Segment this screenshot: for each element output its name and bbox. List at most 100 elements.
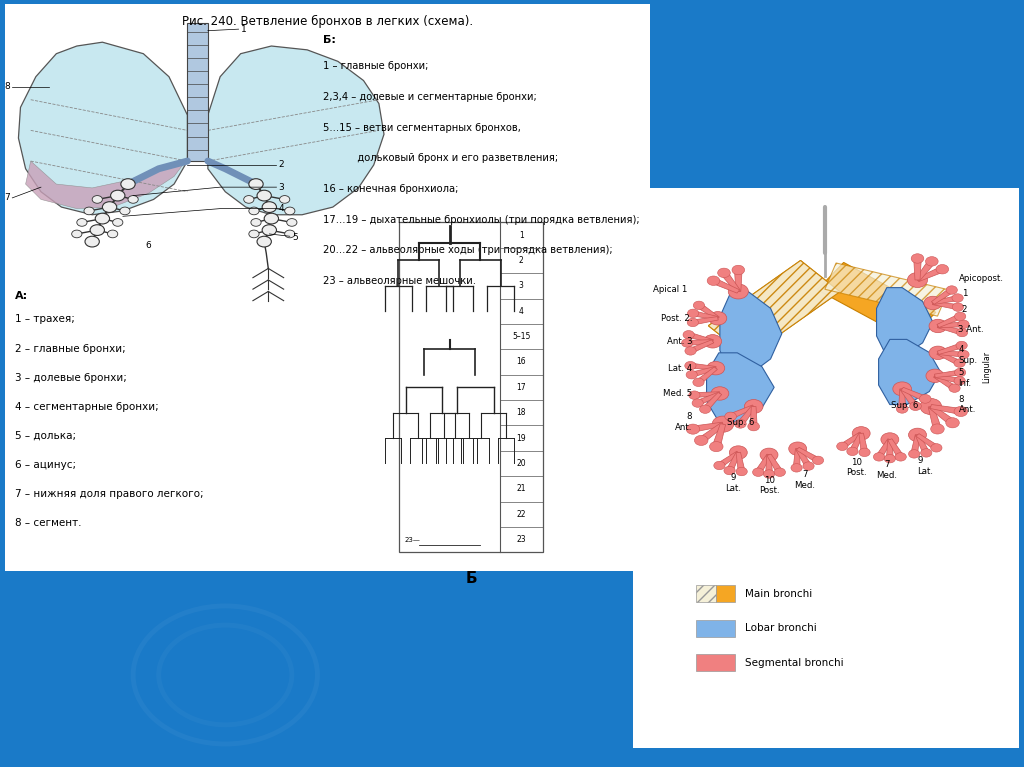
Circle shape: [788, 442, 807, 456]
Circle shape: [931, 424, 944, 434]
Polygon shape: [915, 260, 935, 281]
Text: Б:: Б:: [323, 35, 336, 44]
Text: Post. 2.: Post. 2.: [660, 314, 692, 323]
Text: Ant. 3: Ant. 3: [667, 337, 692, 346]
Polygon shape: [713, 423, 726, 447]
Circle shape: [682, 339, 693, 347]
Polygon shape: [696, 367, 718, 384]
Circle shape: [946, 418, 959, 428]
Polygon shape: [694, 392, 720, 397]
Text: 4: 4: [519, 307, 523, 316]
Text: 5
Inf.: 5 Inf.: [958, 368, 972, 388]
Polygon shape: [888, 439, 904, 458]
Circle shape: [72, 230, 82, 238]
Text: 7: 7: [4, 193, 10, 202]
Text: 19: 19: [516, 433, 526, 443]
Circle shape: [736, 467, 748, 476]
Text: 2: 2: [279, 160, 284, 170]
Text: Sup. 6: Sup. 6: [727, 418, 754, 427]
Text: 5...15 – ветви сегментарных бронхов,: 5...15 – ветви сегментарных бронхов,: [323, 123, 520, 133]
Text: Lat. 4: Lat. 4: [668, 364, 692, 373]
Circle shape: [710, 442, 723, 452]
Circle shape: [90, 225, 104, 235]
Circle shape: [729, 446, 748, 459]
Circle shape: [287, 219, 297, 226]
Text: 8
Ant.: 8 Ant.: [958, 394, 976, 414]
Circle shape: [952, 294, 964, 302]
Text: 20...22 – альвеолярные ходы (три порядка ветвления);: 20...22 – альвеолярные ходы (три порядка…: [323, 245, 612, 255]
Polygon shape: [696, 304, 719, 320]
Polygon shape: [729, 405, 755, 419]
Text: 16: 16: [516, 357, 526, 367]
Text: Sup. 6: Sup. 6: [891, 401, 918, 410]
Polygon shape: [899, 389, 905, 409]
Circle shape: [725, 412, 736, 421]
Polygon shape: [767, 454, 783, 473]
Circle shape: [687, 318, 698, 327]
Circle shape: [852, 426, 870, 440]
Bar: [696, 620, 735, 637]
Circle shape: [893, 382, 911, 396]
Circle shape: [257, 190, 271, 201]
Circle shape: [908, 449, 920, 458]
Polygon shape: [935, 370, 961, 377]
Text: 8 – сегмент.: 8 – сегмент.: [15, 518, 82, 528]
Circle shape: [760, 448, 778, 462]
Circle shape: [285, 207, 295, 215]
Circle shape: [249, 179, 263, 189]
Circle shape: [929, 346, 947, 360]
Circle shape: [709, 311, 727, 325]
Circle shape: [128, 196, 138, 203]
Circle shape: [837, 442, 848, 450]
Circle shape: [774, 468, 785, 476]
Circle shape: [847, 447, 858, 456]
Text: 10
Post.: 10 Post.: [846, 458, 866, 477]
Polygon shape: [938, 322, 964, 328]
Polygon shape: [726, 452, 740, 472]
Circle shape: [711, 387, 729, 400]
Polygon shape: [915, 434, 930, 454]
Polygon shape: [937, 343, 963, 354]
Polygon shape: [817, 262, 936, 340]
Circle shape: [931, 443, 942, 452]
Text: 5: 5: [292, 233, 298, 242]
Circle shape: [803, 462, 814, 470]
Circle shape: [686, 424, 699, 434]
Polygon shape: [916, 433, 939, 449]
Circle shape: [957, 320, 969, 328]
Circle shape: [685, 361, 696, 370]
Circle shape: [713, 416, 733, 433]
Text: Б: Б: [465, 571, 477, 587]
Polygon shape: [755, 454, 771, 473]
Polygon shape: [859, 433, 868, 453]
Circle shape: [113, 219, 123, 226]
Text: 1 – главные бронхи;: 1 – главные бронхи;: [323, 61, 428, 71]
Text: 17: 17: [516, 383, 526, 392]
Polygon shape: [934, 374, 956, 390]
Text: 10
Post.: 10 Post.: [759, 476, 779, 495]
Bar: [187, 23, 208, 161]
Circle shape: [85, 236, 99, 247]
Circle shape: [111, 190, 125, 201]
Text: Рис. 240. Ветвление бронхов в легких (схема).: Рис. 240. Ветвление бронхов в легких (сх…: [182, 15, 473, 28]
Text: 1 – трахея;: 1 – трахея;: [15, 314, 75, 324]
Text: А:: А:: [15, 291, 29, 301]
Circle shape: [257, 236, 271, 247]
Polygon shape: [937, 324, 964, 335]
Circle shape: [683, 331, 694, 339]
Polygon shape: [794, 449, 800, 468]
Circle shape: [685, 347, 696, 355]
Circle shape: [84, 207, 94, 215]
Text: дольковый бронх и его разветвления;: дольковый бронх и его разветвления;: [323, 153, 558, 163]
Circle shape: [262, 225, 276, 235]
Text: Lingular: Lingular: [982, 351, 991, 383]
Text: 3: 3: [519, 281, 523, 291]
Polygon shape: [692, 317, 718, 325]
Polygon shape: [797, 447, 820, 463]
Circle shape: [699, 405, 711, 413]
Polygon shape: [717, 451, 739, 467]
Circle shape: [693, 301, 705, 310]
Circle shape: [732, 265, 744, 275]
Bar: [5, 4, 650, 571]
Circle shape: [708, 276, 720, 285]
